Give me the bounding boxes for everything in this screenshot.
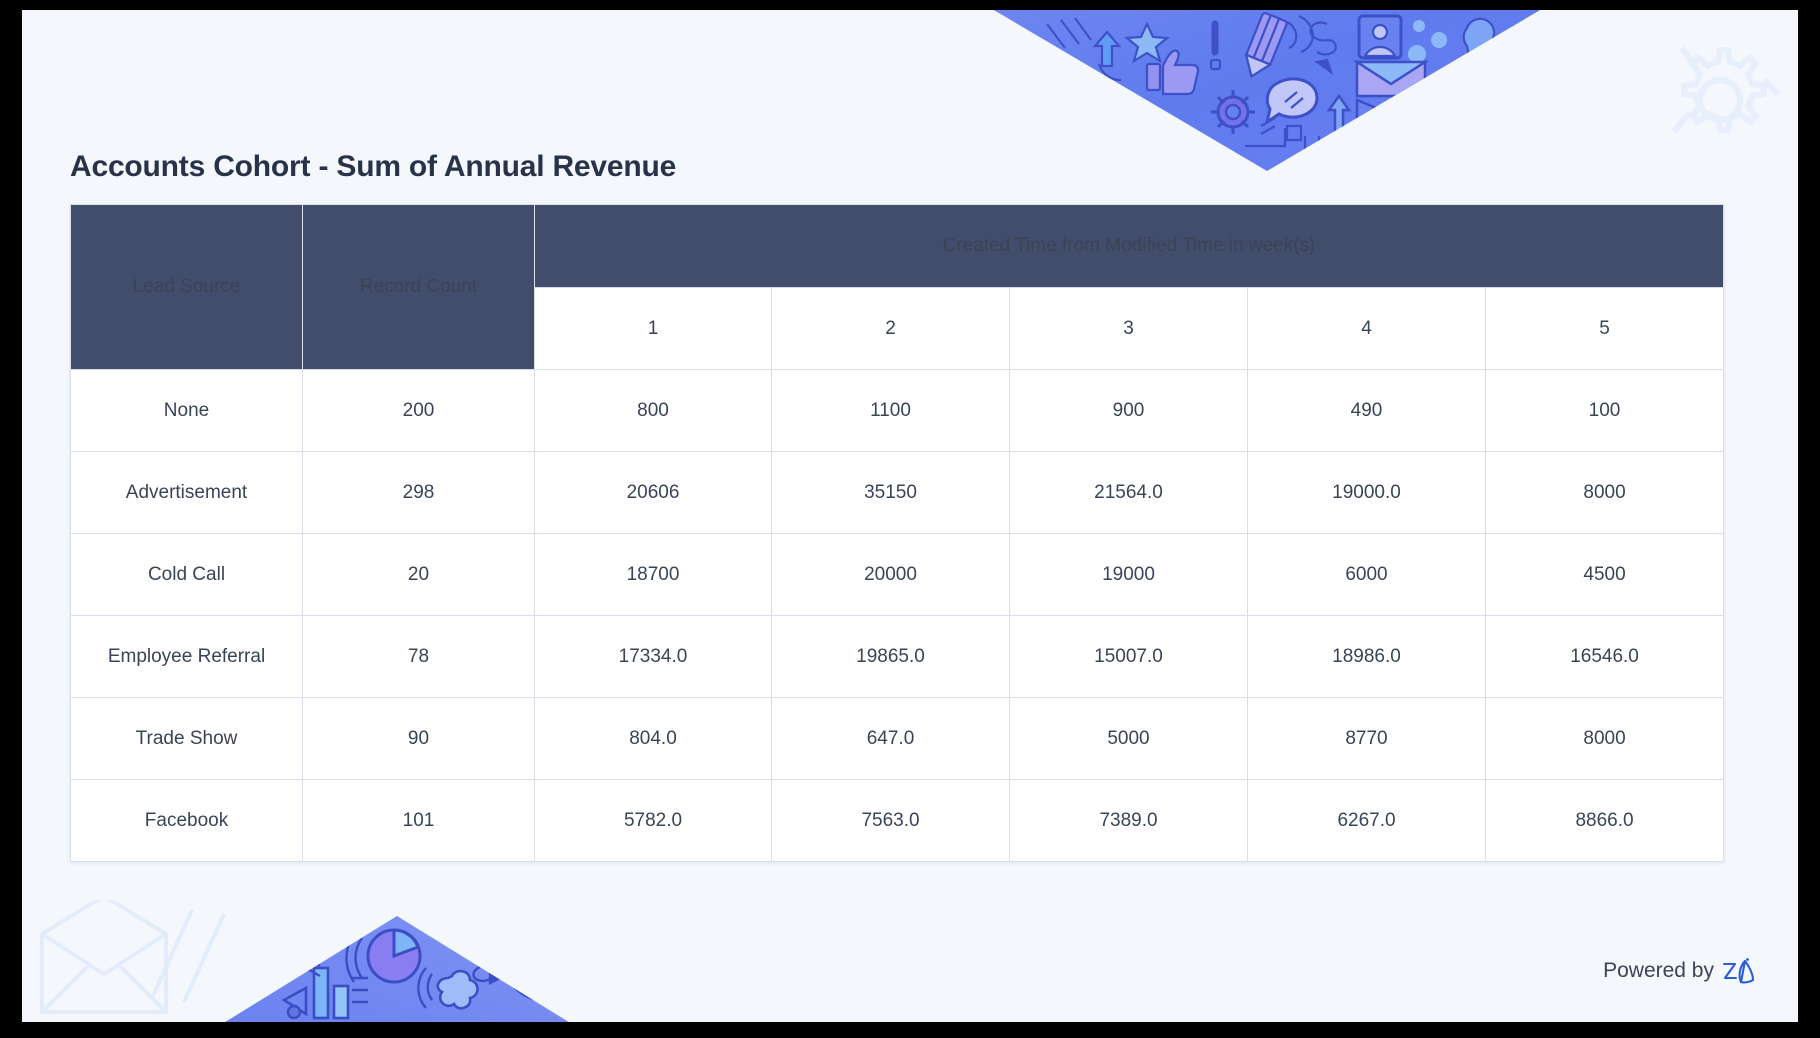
column-header-lead-source[interactable]: Lead Source xyxy=(70,204,303,370)
cell-week-1: 17334.0 xyxy=(534,615,772,698)
top-banner-triangle xyxy=(987,10,1547,171)
report-content: Accounts Cohort - Sum of Annual Revenue … xyxy=(70,150,1730,862)
cell-week-2: 19865.0 xyxy=(771,615,1010,698)
cell-week-3: 5000 xyxy=(1009,697,1248,780)
cell-week-4: 490 xyxy=(1247,369,1486,452)
cell-week-2: 35150 xyxy=(771,451,1010,534)
column-header-week-5[interactable]: 5 xyxy=(1484,287,1725,370)
cohort-table: Lead Source Record Count Created Time fr… xyxy=(70,204,1725,862)
column-header-week-1[interactable]: 1 xyxy=(534,287,772,370)
powered-by-footer: Powered by xyxy=(1603,958,1756,984)
header-row-weeks: 1 2 3 4 5 xyxy=(71,287,1725,370)
header-row-top: Lead Source Record Count Created Time fr… xyxy=(70,204,1725,370)
cell-week-2: 647.0 xyxy=(771,697,1010,780)
table-body: None 200 800 1100 900 490 100 Advertisem… xyxy=(70,369,1725,862)
column-header-week-2[interactable]: 2 xyxy=(771,287,1010,370)
cell-week-4: 6000 xyxy=(1247,533,1486,616)
cell-week-3: 21564.0 xyxy=(1009,451,1248,534)
table-row[interactable]: Trade Show 90 804.0 647.0 5000 8770 8000 xyxy=(70,697,1725,780)
column-header-record-count[interactable]: Record Count xyxy=(302,204,535,370)
cell-record-count: 101 xyxy=(302,779,535,862)
cell-week-1: 18700 xyxy=(534,533,772,616)
cell-lead-source: None xyxy=(70,369,303,452)
bottom-banner-icon-cluster xyxy=(222,916,572,1022)
cell-record-count: 78 xyxy=(302,615,535,698)
table-header: Lead Source Record Count Created Time fr… xyxy=(70,204,1725,370)
cell-lead-source: Trade Show xyxy=(70,697,303,780)
cell-lead-source: Facebook xyxy=(70,779,303,862)
cell-record-count: 90 xyxy=(302,697,535,780)
page-title: Accounts Cohort - Sum of Annual Revenue xyxy=(70,150,677,183)
cell-lead-source: Employee Referral xyxy=(70,615,303,698)
cell-week-5: 8866.0 xyxy=(1484,779,1725,862)
cell-week-2: 1100 xyxy=(771,369,1010,452)
cell-week-5: 100 xyxy=(1484,369,1725,452)
zoho-logo-icon xyxy=(1722,958,1755,984)
cell-week-3: 7389.0 xyxy=(1009,779,1248,862)
powered-by-label: Powered by xyxy=(1603,959,1714,982)
table-row[interactable]: Facebook 101 5782.0 7563.0 7389.0 6267.0… xyxy=(70,779,1725,862)
cell-week-5: 16546.0 xyxy=(1484,615,1725,698)
cell-week-5: 4500 xyxy=(1484,533,1725,616)
table-row[interactable]: Advertisement 298 20606 35150 21564.0 19… xyxy=(70,451,1725,534)
column-group-header-created-time: Created Time from Modified Time in week(… xyxy=(533,204,1725,288)
top-banner-icon-cluster xyxy=(987,10,1547,171)
cell-week-1: 5782.0 xyxy=(534,779,772,862)
cell-week-5: 8000 xyxy=(1484,451,1725,534)
cell-week-1: 804.0 xyxy=(534,697,772,780)
cell-week-2: 20000 xyxy=(771,533,1010,616)
column-header-week-3[interactable]: 3 xyxy=(1009,287,1248,370)
cell-week-3: 900 xyxy=(1009,369,1248,452)
cell-week-2: 7563.0 xyxy=(771,779,1010,862)
cell-week-4: 19000.0 xyxy=(1247,451,1486,534)
table-row[interactable]: Employee Referral 78 17334.0 19865.0 150… xyxy=(70,615,1725,698)
cell-week-3: 19000 xyxy=(1009,533,1248,616)
cell-lead-source: Advertisement xyxy=(70,451,303,534)
cell-week-1: 20606 xyxy=(534,451,772,534)
cell-week-1: 800 xyxy=(534,369,772,452)
cell-week-4: 8770 xyxy=(1247,697,1486,780)
cell-week-5: 8000 xyxy=(1484,697,1725,780)
cell-week-3: 15007.0 xyxy=(1009,615,1248,698)
table-row[interactable]: None 200 800 1100 900 490 100 xyxy=(70,369,1725,452)
cell-record-count: 200 xyxy=(302,369,535,452)
bottom-banner-triangle xyxy=(222,916,572,1022)
report-canvas: Accounts Cohort - Sum of Annual Revenue … xyxy=(22,10,1798,1022)
cell-record-count: 298 xyxy=(302,451,535,534)
table-row[interactable]: Cold Call 20 18700 20000 19000 6000 4500 xyxy=(70,533,1725,616)
cell-lead-source: Cold Call xyxy=(70,533,303,616)
cell-week-4: 18986.0 xyxy=(1247,615,1486,698)
column-header-week-4[interactable]: 4 xyxy=(1247,287,1486,370)
cell-record-count: 20 xyxy=(302,533,535,616)
envelope-icon xyxy=(40,900,226,1014)
gear-icon xyxy=(1671,46,1780,134)
cell-week-4: 6267.0 xyxy=(1247,779,1486,862)
